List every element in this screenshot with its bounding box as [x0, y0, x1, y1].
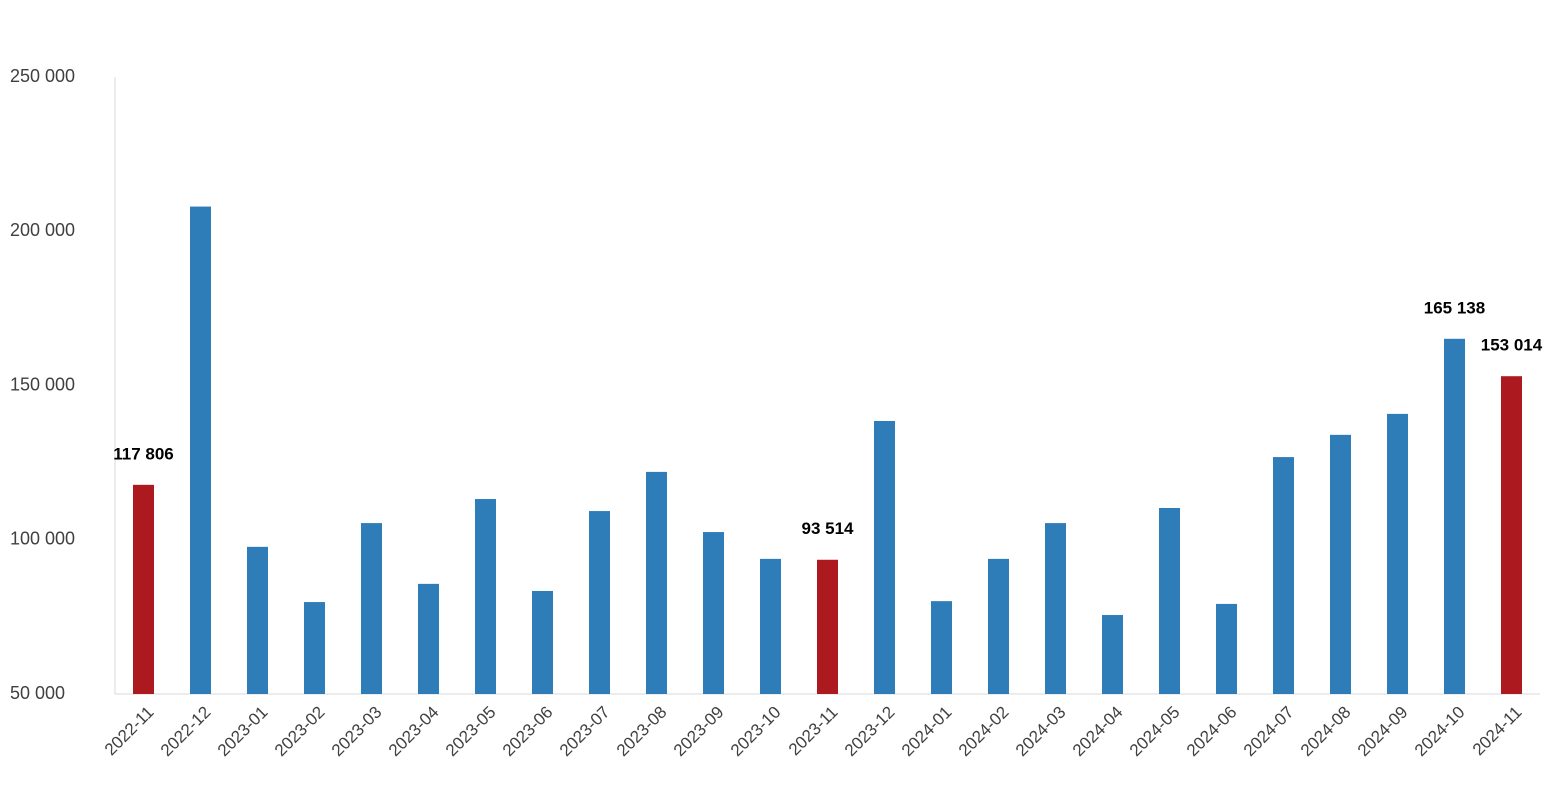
bar — [874, 420, 895, 694]
bar — [931, 601, 952, 694]
x-tick-label: 2024-08 — [1297, 703, 1355, 761]
x-tick-label: 2023-02 — [271, 703, 329, 761]
bar — [1216, 603, 1237, 694]
bar — [988, 558, 1009, 694]
y-tick-label: 200 000 — [10, 220, 75, 240]
bar — [1501, 376, 1522, 694]
x-tick-label: 2022-12 — [157, 703, 215, 761]
bar — [1045, 523, 1066, 694]
bar — [817, 559, 838, 694]
x-tick-label: 2023-04 — [385, 703, 443, 761]
x-tick-label: 2023-10 — [727, 703, 785, 761]
value-label: 153 014 — [1481, 336, 1543, 355]
x-tick-label: 2024-01 — [898, 703, 956, 761]
x-tick-label: 2023-01 — [214, 703, 272, 761]
bar — [418, 583, 439, 694]
x-tick-label: 2022-11 — [101, 703, 158, 760]
bar — [304, 602, 325, 694]
bar — [1159, 507, 1180, 694]
x-tick-label: 2023-07 — [556, 703, 614, 761]
bar — [532, 590, 553, 694]
bar — [1102, 615, 1123, 694]
y-tick-label: 250 000 — [10, 66, 75, 86]
bar — [1273, 457, 1294, 694]
value-label: 93 514 — [802, 519, 855, 538]
x-tick-label: 2024-09 — [1354, 703, 1412, 761]
x-tick-label: 2024-05 — [1126, 703, 1184, 761]
x-tick-label: 2024-02 — [955, 703, 1013, 761]
x-tick-label: 2024-06 — [1183, 703, 1241, 761]
bar — [1330, 434, 1351, 694]
x-tick-label: 2024-04 — [1069, 703, 1127, 761]
bar — [703, 532, 724, 694]
x-tick-label: 2023-06 — [499, 703, 557, 761]
x-tick-label: 2023-08 — [613, 703, 671, 761]
bar — [475, 499, 496, 694]
y-tick-label: 150 000 — [10, 374, 75, 394]
bar — [1387, 413, 1408, 694]
bar — [247, 546, 268, 694]
x-tick-label: 2023-05 — [442, 703, 500, 761]
x-tick-label: 2024-10 — [1411, 703, 1469, 761]
x-tick-label: 2023-03 — [328, 703, 386, 761]
bar — [361, 523, 382, 694]
value-label: 117 806 — [113, 444, 174, 463]
x-tick-label: 2023-11 — [785, 703, 842, 760]
y-tick-label: 50 000 — [10, 683, 65, 703]
bar — [589, 511, 610, 694]
bar — [1444, 338, 1465, 694]
bar — [133, 484, 154, 694]
x-tick-label: 2024-03 — [1012, 703, 1070, 761]
bar — [760, 558, 781, 694]
bar — [190, 206, 211, 694]
x-tick-label: 2024-11 — [1469, 703, 1526, 760]
value-label: 165 138 — [1424, 298, 1485, 317]
x-tick-label: 2024-07 — [1240, 703, 1298, 761]
y-tick-label: 100 000 — [10, 529, 75, 549]
bar — [646, 471, 667, 694]
x-tick-label: 2023-12 — [841, 703, 899, 761]
x-tick-label: 2023-09 — [670, 703, 728, 761]
